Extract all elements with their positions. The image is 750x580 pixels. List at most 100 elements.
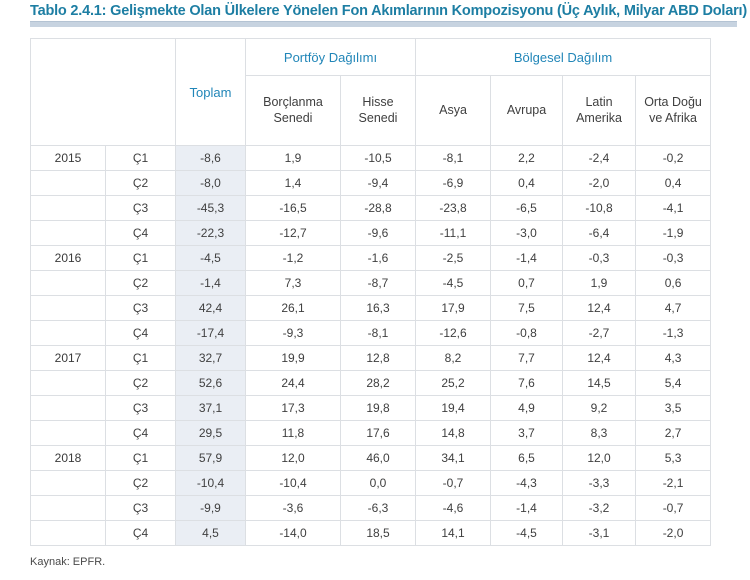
value-cell: -9,3 — [245, 320, 341, 346]
value-cell: -10,5 — [339, 145, 417, 171]
value-cell: -3,0 — [490, 220, 564, 246]
fund-flows-table: Toplam Portföy Dağılımı Bölgesel Dağılım… — [30, 38, 712, 546]
value-cell: -0,7 — [415, 470, 492, 496]
toplam-value-cell: 29,5 — [175, 420, 246, 446]
year-cell — [30, 195, 106, 221]
quarter-cell: Ç1 — [105, 145, 176, 171]
value-cell: -2,0 — [562, 170, 637, 196]
value-cell: -2,1 — [635, 470, 712, 496]
value-cell: -8,1 — [339, 320, 417, 346]
quarter-cell: Ç1 — [105, 345, 176, 371]
value-cell: -4,1 — [635, 195, 712, 221]
quarter-cell: Ç3 — [105, 195, 176, 221]
value-cell: 0,0 — [339, 470, 417, 496]
table-row: 2016 Ç1 -4,5 -1,2 -1,6 -2,5 -1,4 -0,3 -0,3 — [30, 245, 712, 271]
toplam-value-cell: -8,0 — [175, 170, 246, 196]
toplam-value-cell: -4,5 — [175, 245, 246, 271]
value-cell: 1,9 — [245, 145, 341, 171]
value-cell: -10,8 — [562, 195, 637, 221]
value-cell: 0,4 — [490, 170, 564, 196]
value-cell: 12,0 — [562, 445, 637, 471]
value-cell: 4,9 — [490, 395, 564, 421]
toplam-value-cell: 57,9 — [175, 445, 246, 471]
value-cell: -10,4 — [245, 470, 341, 496]
table-row: Ç4 -22,3 -12,7 -9,6 -11,1 -3,0 -6,4 -1,9 — [30, 220, 712, 246]
value-cell: 5,4 — [635, 370, 712, 396]
value-cell: -1,2 — [245, 245, 341, 271]
table-row: Ç2 -8,0 1,4 -9,4 -6,9 0,4 -2,0 0,4 — [30, 170, 712, 196]
value-cell: -0,2 — [635, 145, 712, 171]
value-cell: 19,9 — [245, 345, 341, 371]
quarter-cell: Ç2 — [105, 470, 176, 496]
value-cell: -6,4 — [562, 220, 637, 246]
year-cell: 2018 — [30, 445, 106, 471]
title-divider-bar — [30, 21, 737, 27]
value-cell: 7,7 — [490, 345, 564, 371]
quarter-cell: Ç3 — [105, 495, 176, 521]
table-row: 2018 Ç1 57,9 12,0 46,0 34,1 6,5 12,0 5,3 — [30, 445, 712, 471]
column-header-latin-amerika: Latin Amerika — [562, 75, 637, 146]
value-cell: 17,6 — [339, 420, 417, 446]
table-row: Ç2 -1,4 7,3 -8,7 -4,5 0,7 1,9 0,6 — [30, 270, 712, 296]
value-cell: 4,7 — [635, 295, 712, 321]
value-cell: 26,1 — [245, 295, 341, 321]
value-cell: 5,3 — [635, 445, 712, 471]
value-cell: -8,1 — [415, 145, 492, 171]
table-row: Ç3 37,1 17,3 19,8 19,4 4,9 9,2 3,5 — [30, 395, 712, 421]
header-sub-row: Borçlanma Senedi Hisse Senedi Asya Avrup… — [31, 75, 712, 146]
value-cell: 3,5 — [635, 395, 712, 421]
value-cell: -3,3 — [562, 470, 637, 496]
table-row: Ç3 42,4 26,1 16,3 17,9 7,5 12,4 4,7 — [30, 295, 712, 321]
table-body: 2015 Ç1 -8,6 1,9 -10,5 -8,1 2,2 -2,4 -0,2 Ç2 -8,0 1… — [30, 145, 712, 546]
toplam-value-cell: -8,6 — [175, 145, 246, 171]
table-title: Tablo 2.4.1: Gelişmekte Olan Ülkelere Yö… — [30, 3, 748, 19]
value-cell: 12,4 — [562, 345, 637, 371]
value-cell: 14,1 — [415, 520, 492, 546]
quarter-cell: Ç2 — [105, 370, 176, 396]
year-cell — [30, 520, 106, 546]
year-cell — [30, 320, 106, 346]
value-cell: 17,3 — [245, 395, 341, 421]
value-cell: 17,9 — [415, 295, 492, 321]
year-cell: 2015 — [30, 145, 106, 171]
value-cell: -28,8 — [339, 195, 417, 221]
value-cell: -0,3 — [562, 245, 637, 271]
toplam-value-cell: -1,4 — [175, 270, 246, 296]
quarter-cell: Ç1 — [105, 445, 176, 471]
column-header-avrupa: Avrupa — [490, 75, 564, 146]
value-cell: 6,5 — [490, 445, 564, 471]
value-cell: -23,8 — [415, 195, 492, 221]
value-cell: 16,3 — [339, 295, 417, 321]
value-cell: -12,7 — [245, 220, 341, 246]
value-cell: -1,6 — [339, 245, 417, 271]
year-cell — [30, 395, 106, 421]
value-cell: 3,7 — [490, 420, 564, 446]
value-cell: -4,5 — [490, 520, 564, 546]
quarter-cell: Ç4 — [105, 220, 176, 246]
table-row: Ç3 -45,3 -16,5 -28,8 -23,8 -6,5 -10,8 -4,1 — [30, 195, 712, 221]
value-cell: -11,1 — [415, 220, 492, 246]
value-cell: 0,6 — [635, 270, 712, 296]
group-header-bolgesel-dagilim: Bölgesel Dağılım — [415, 38, 712, 76]
value-cell: 8,3 — [562, 420, 637, 446]
corner-cell — [30, 38, 176, 146]
value-cell: -1,4 — [490, 495, 564, 521]
value-cell: 12,4 — [562, 295, 637, 321]
group-header-portfoy-dagilimi: Portföy Dağılımı — [244, 38, 417, 76]
value-cell: -2,7 — [562, 320, 637, 346]
value-cell: -14,0 — [245, 520, 341, 546]
toplam-value-cell: 52,6 — [175, 370, 246, 396]
value-cell: 11,8 — [245, 420, 341, 446]
toplam-value-cell: -45,3 — [175, 195, 246, 221]
toplam-value-cell: -9,9 — [175, 495, 246, 521]
value-cell: -8,7 — [339, 270, 417, 296]
table-row: Ç4 -17,4 -9,3 -8,1 -12,6 -0,8 -2,7 -1,3 — [30, 320, 712, 346]
value-cell: -0,3 — [635, 245, 712, 271]
value-cell: -12,6 — [415, 320, 492, 346]
year-cell: 2016 — [30, 245, 106, 271]
table-row: 2015 Ç1 -8,6 1,9 -10,5 -8,1 2,2 -2,4 -0,2 — [30, 145, 712, 171]
value-cell: 14,8 — [415, 420, 492, 446]
year-cell — [30, 220, 106, 246]
toplam-value-cell: -10,4 — [175, 470, 246, 496]
